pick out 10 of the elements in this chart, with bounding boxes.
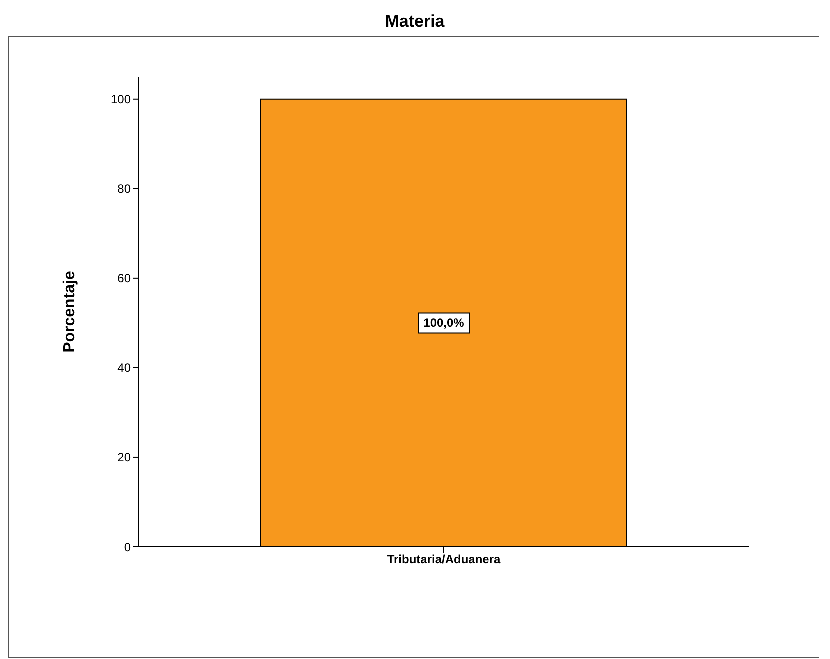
y-tick-label: 20 — [118, 450, 132, 465]
x-tick-label: Tributaria/Aduanera — [387, 552, 501, 567]
chart-title: Materia — [384, 11, 446, 33]
y-tick-label: 40 — [118, 361, 132, 376]
data-label: 100,0% — [424, 316, 465, 330]
y-tick-label: 0 — [124, 540, 132, 554]
y-tick-label: 80 — [118, 182, 132, 196]
y-axis-title: Porcentaje — [62, 270, 79, 353]
y-tick-label: 60 — [118, 272, 132, 286]
y-tick-label: 100 — [110, 92, 132, 107]
